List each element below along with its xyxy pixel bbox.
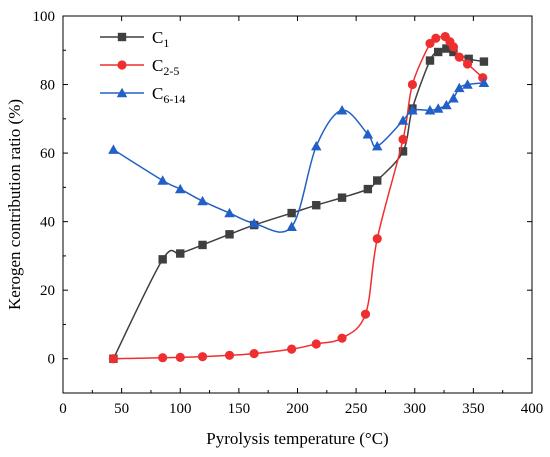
data-point: [312, 200, 321, 210]
data-point: [448, 93, 459, 103]
legend-label-main: C: [152, 28, 163, 47]
x-tick-label: 350: [462, 401, 485, 417]
data-point: [397, 115, 409, 125]
y-tick-label: 20: [40, 283, 55, 299]
data-point: [198, 240, 207, 250]
data-point: [398, 134, 408, 144]
data-point: [360, 309, 371, 319]
data-point: [371, 140, 383, 151]
data-point: [407, 105, 418, 115]
legend-label-main: C: [152, 56, 163, 75]
data-point: [363, 184, 373, 194]
x-tick-label: 150: [228, 401, 251, 417]
data-point: [311, 140, 322, 151]
axis-layer: 0 50 100 150 200 250 300 350 400 0 20 40 60 80 100: [33, 9, 544, 417]
data-point: [479, 57, 489, 66]
legend-label-sub: 6-14: [163, 92, 185, 106]
x-axis-title: Pyrolysis temperature (°C): [206, 429, 388, 448]
data-point: [478, 77, 490, 88]
data-point: [462, 79, 473, 89]
legend-item: C2-5: [100, 56, 179, 78]
data-point: [454, 52, 464, 62]
data-point: [441, 99, 452, 110]
x-tick-label: 400: [521, 401, 544, 417]
data-point: [197, 195, 208, 206]
x-tick-label: 100: [169, 401, 192, 417]
data-point: [407, 79, 418, 90]
y-axis-title: Kerogen contribution ratio (%): [5, 99, 24, 310]
data-point: [175, 183, 186, 194]
data-point: [108, 144, 119, 154]
legend-marker: [117, 32, 127, 42]
data-point: [287, 208, 296, 218]
legend-label-sub: 2-5: [163, 64, 179, 78]
data-point: [286, 221, 297, 231]
data-point: [249, 348, 259, 359]
data-point: [464, 54, 473, 64]
y-tick-label: 80: [40, 78, 55, 94]
data-point: [175, 352, 185, 362]
series-c2-5: [108, 31, 488, 364]
legend-label-sub: 1: [163, 36, 169, 50]
data-point: [449, 47, 458, 57]
data-point: [434, 47, 443, 57]
y-tick-label: 60: [40, 146, 55, 162]
data-point: [337, 193, 347, 202]
data-point: [287, 344, 297, 354]
data-point: [176, 249, 185, 258]
data-point: [431, 33, 441, 43]
data-point: [424, 105, 436, 115]
series-line: [113, 35, 484, 360]
data-point: [225, 230, 234, 239]
legend-marker: [117, 60, 127, 70]
data-point: [336, 105, 348, 115]
data-point: [157, 175, 168, 185]
data-point: [398, 147, 408, 156]
data-point: [337, 333, 347, 343]
y-tick-label: 100: [33, 9, 56, 25]
data-point: [442, 44, 451, 53]
legend-item: C6-14: [100, 84, 185, 106]
data-point: [462, 59, 473, 69]
data-point: [362, 128, 374, 139]
x-tick-label: 200: [286, 401, 309, 417]
data-point: [372, 234, 382, 244]
data-point: [432, 103, 444, 113]
x-tick-label: 300: [404, 401, 427, 417]
data-point: [311, 339, 321, 349]
data-point: [448, 42, 459, 52]
data-point: [454, 82, 465, 93]
series-c6-14: [108, 77, 490, 233]
data-point: [224, 207, 235, 218]
series-layer: [108, 31, 490, 364]
y-tick-label: 0: [48, 352, 56, 368]
legend-marker: [116, 87, 128, 98]
data-point: [158, 353, 168, 363]
data-point: [108, 354, 119, 364]
plot-frame: [62, 15, 533, 394]
legend-label: C1: [152, 28, 169, 50]
legend-item: C1: [100, 28, 169, 50]
legend-label: C6-14: [152, 84, 185, 106]
x-tick-label: 0: [59, 401, 67, 417]
data-point: [158, 255, 167, 264]
y-tick-label: 40: [40, 215, 55, 231]
data-point: [425, 56, 435, 65]
x-tick-label: 50: [114, 401, 129, 417]
data-point: [224, 350, 235, 360]
data-point: [373, 176, 382, 185]
data-point: [197, 352, 208, 362]
x-tick-label: 250: [345, 401, 368, 417]
legend-label: C2-5: [152, 56, 179, 78]
legend-label-main: C: [152, 84, 163, 103]
data-point: [248, 218, 260, 228]
